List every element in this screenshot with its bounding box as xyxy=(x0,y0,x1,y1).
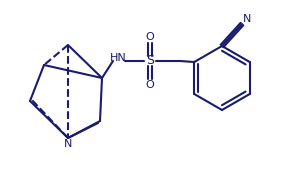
Text: N: N xyxy=(64,139,72,149)
Text: HN: HN xyxy=(110,53,126,63)
Text: S: S xyxy=(146,54,154,67)
Text: O: O xyxy=(146,80,154,90)
Text: N: N xyxy=(243,14,251,24)
Text: O: O xyxy=(146,32,154,42)
